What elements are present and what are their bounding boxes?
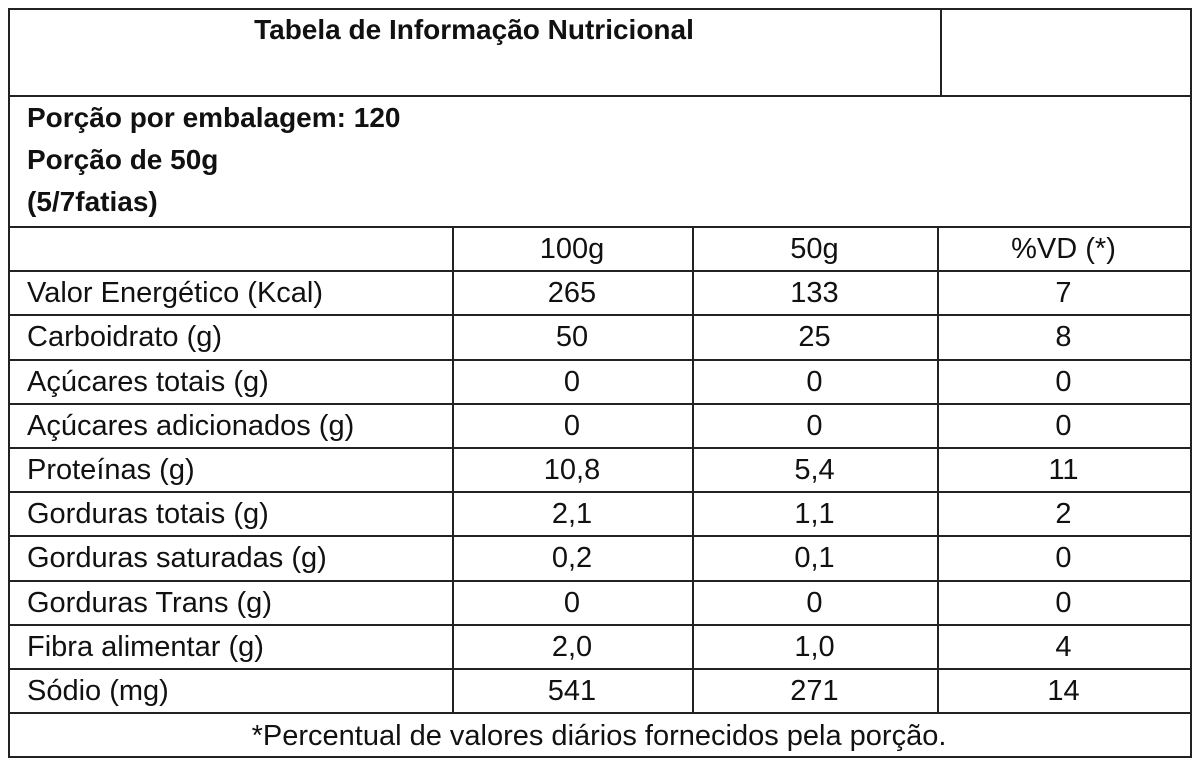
rule xyxy=(452,226,454,714)
rule xyxy=(8,270,1192,272)
serving-line: Porção por embalagem: 120 xyxy=(27,102,401,133)
row-label: Gorduras totais (g) xyxy=(27,498,269,531)
rule xyxy=(8,403,1192,405)
cell-value: 0 xyxy=(1055,586,1072,619)
cell-value: 10,8 xyxy=(543,454,601,486)
cell-value: 1,0 xyxy=(794,630,835,663)
rule xyxy=(8,314,1192,316)
cell-value: 0 xyxy=(806,586,823,619)
cell-value: 541 xyxy=(547,675,597,707)
serving-line: (5/7fatias) xyxy=(27,186,158,217)
cell-value: 2 xyxy=(1055,498,1072,531)
rule xyxy=(8,359,1192,361)
rule xyxy=(8,447,1192,449)
cell-value: 11 xyxy=(1048,454,1079,486)
cell-value: 4 xyxy=(1055,630,1072,663)
row-label: Açúcares totais (g) xyxy=(27,365,269,398)
cell-value: 133 xyxy=(790,277,839,310)
cell-value: 14 xyxy=(1047,675,1080,707)
cell-value: 0,1 xyxy=(794,542,835,575)
row-label: Gorduras saturadas (g) xyxy=(27,542,327,575)
cell-value: 1,1 xyxy=(794,498,835,531)
rule xyxy=(8,668,1192,670)
title: Tabela de Informação Nutricional xyxy=(254,14,694,45)
serving-line: Porção de 50g xyxy=(27,144,219,175)
cell-value: 0 xyxy=(563,586,581,619)
row-label: Açúcares adicionados (g) xyxy=(27,409,355,442)
cell-value: 0 xyxy=(1055,409,1072,442)
rule xyxy=(8,580,1192,582)
rule xyxy=(8,8,10,758)
cell-value: 0 xyxy=(806,409,823,442)
footnote: *Percentual de valores diários fornecido… xyxy=(251,720,947,752)
cell-value: 50 xyxy=(555,321,589,354)
cell-value: 265 xyxy=(547,277,597,310)
rule xyxy=(8,226,1192,228)
rule xyxy=(940,8,942,97)
column-header: 100g xyxy=(539,233,605,265)
rule xyxy=(692,226,694,714)
cell-value: 0 xyxy=(563,409,581,442)
row-label: Fibra alimentar (g) xyxy=(27,630,264,663)
rule xyxy=(8,95,1192,97)
rule xyxy=(1190,8,1192,758)
rule xyxy=(8,756,1192,758)
cell-value: 2,1 xyxy=(551,498,593,531)
column-header: %VD (*) xyxy=(1011,233,1116,265)
cell-value: 0,2 xyxy=(551,542,593,575)
cell-value: 8 xyxy=(1055,321,1072,354)
cell-value: 0 xyxy=(806,365,823,398)
row-label: Sódio (mg) xyxy=(27,675,169,707)
rule xyxy=(8,491,1192,493)
row-label: Proteínas (g) xyxy=(27,454,195,486)
cell-value: 7 xyxy=(1055,277,1072,310)
cell-value: 271 xyxy=(790,675,839,707)
rule xyxy=(8,8,1192,10)
cell-value: 25 xyxy=(798,321,831,354)
rule xyxy=(8,712,1192,714)
cell-value: 0 xyxy=(563,365,581,398)
cell-value: 2,0 xyxy=(551,630,593,663)
row-label: Carboidrato (g) xyxy=(27,321,223,354)
row-label: Gorduras Trans (g) xyxy=(27,586,272,619)
row-label: Valor Energético (Kcal) xyxy=(27,277,324,310)
rule xyxy=(8,624,1192,626)
cell-value: 0 xyxy=(1055,542,1072,575)
rule xyxy=(8,535,1192,537)
column-header: 50g xyxy=(790,233,839,265)
cell-value: 0 xyxy=(1055,365,1072,398)
cell-value: 5,4 xyxy=(794,454,835,486)
rule xyxy=(937,226,939,714)
